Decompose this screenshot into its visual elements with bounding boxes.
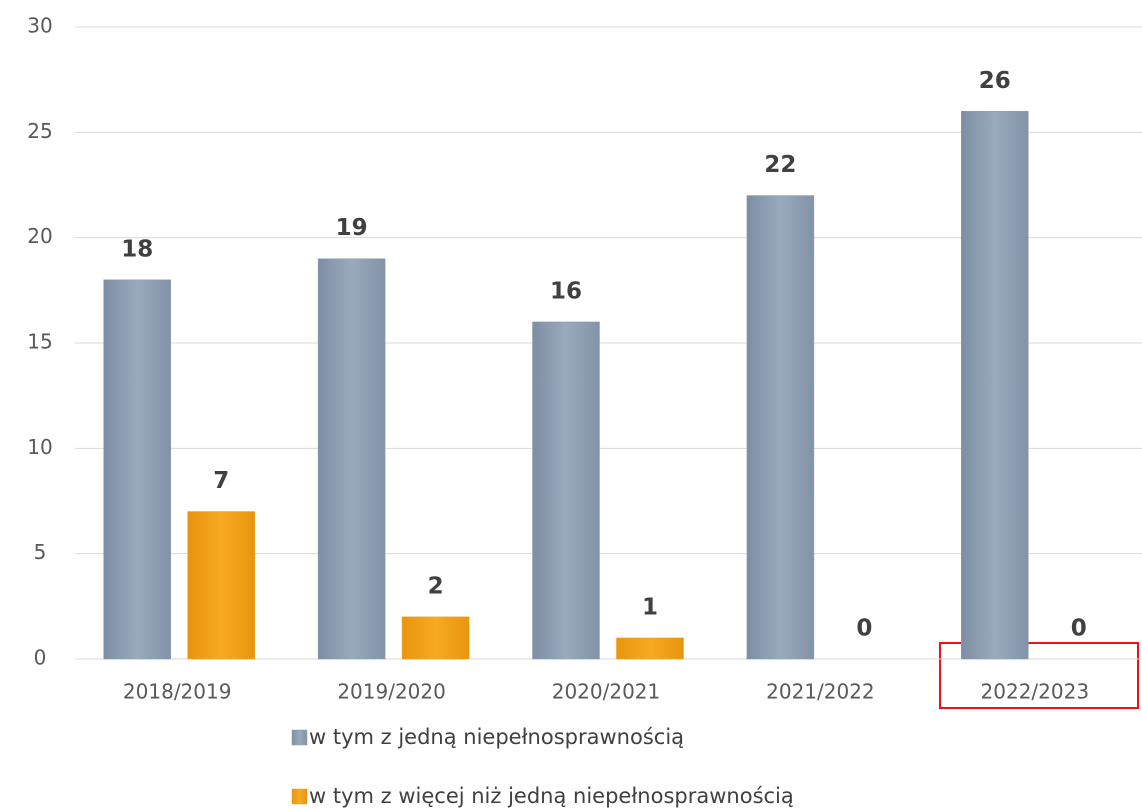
value-label: 19 (336, 215, 368, 241)
x-tick-label: 2019/2020 (337, 680, 446, 704)
legend-label: w tym z jedną niepełnosprawnością (309, 725, 684, 749)
legend-label: w tym z więcej niż jedną niepełnosprawno… (309, 784, 794, 808)
y-tick-label: 15 (27, 330, 52, 354)
value-label: 16 (550, 278, 582, 304)
bar (317, 258, 386, 660)
y-tick-label: 0 (34, 646, 47, 670)
x-tick-label: 2018/2019 (123, 680, 232, 704)
bar (187, 511, 255, 660)
x-tick-label: 2022/2023 (981, 680, 1090, 704)
value-label: 7 (213, 468, 229, 494)
y-tick-label: 5 (34, 540, 47, 564)
value-label: 1 (642, 594, 658, 620)
y-tick-label: 30 (27, 14, 52, 38)
value-label: 18 (121, 236, 153, 262)
value-label: 0 (856, 616, 872, 642)
value-label: 2 (428, 573, 444, 599)
bar (103, 279, 171, 660)
legend-swatch (291, 729, 308, 746)
y-tick-label: 25 (27, 119, 52, 143)
bar (961, 111, 1029, 660)
bar (616, 637, 684, 660)
y-tick-label: 20 (27, 224, 52, 248)
x-tick-label: 2021/2022 (766, 680, 875, 704)
y-tick-label: 10 (27, 435, 52, 459)
value-label: 0 (1071, 616, 1087, 642)
value-label: 22 (764, 152, 796, 178)
highlight-box (939, 642, 1139, 709)
x-tick-label: 2020/2021 (552, 680, 661, 704)
bar (746, 195, 815, 660)
bar (401, 616, 470, 660)
bar (532, 321, 600, 660)
value-label: 26 (979, 68, 1011, 94)
legend-swatch (291, 788, 308, 805)
